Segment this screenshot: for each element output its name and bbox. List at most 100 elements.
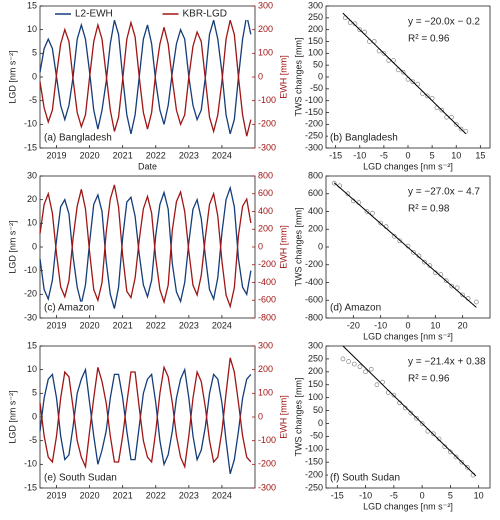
y-tick-label: 800: [308, 170, 323, 180]
y-tick-label: -50: [310, 431, 323, 441]
y-tick-label: -600: [305, 295, 323, 305]
y-tick-label: -50: [310, 83, 323, 93]
y2-axis-label: EWH [mm]: [278, 225, 288, 269]
y2-tick-label: -200: [258, 459, 276, 469]
scatter-point: [442, 444, 448, 450]
x-tick-label: 2021: [113, 150, 133, 160]
y-tick-label: 10: [27, 24, 37, 34]
y-tick-label: 0: [32, 241, 37, 251]
x-tick-label: 10: [430, 320, 440, 330]
scatter-point: [351, 361, 357, 367]
panel-label: (e) South Sudan: [44, 473, 117, 484]
y-tick-label: 300: [308, 340, 323, 350]
y-tick-label: -15: [24, 142, 37, 152]
y-tick-label: -200: [305, 259, 323, 269]
y-tick-label: 30: [27, 170, 37, 180]
scatter-point: [454, 285, 460, 291]
x-axis-label: LGD changes [nm s⁻²]: [363, 501, 453, 511]
y2-tick-label: 800: [258, 170, 273, 180]
y-tick-label: -250: [305, 131, 323, 141]
x-tick-label: 2022: [146, 320, 166, 330]
x-tick-label: 0: [420, 490, 425, 500]
scatter-point: [374, 382, 380, 388]
y-tick-label: 10: [27, 364, 37, 374]
x-tick-label: -5: [380, 150, 388, 160]
x-tick-label: 5: [430, 150, 435, 160]
scatter-point: [443, 278, 449, 284]
scatter-point: [391, 392, 397, 398]
x-tick-label: -15: [331, 490, 344, 500]
panel-label: (c) Amazon: [44, 303, 95, 314]
scatter-point: [397, 238, 403, 244]
fit-line: [333, 182, 477, 308]
y2-tick-label: -600: [258, 295, 276, 305]
y2-tick-label: 600: [258, 188, 273, 198]
scatter-point: [363, 369, 368, 375]
x-tick-label: -5: [390, 490, 398, 500]
scatter-point: [431, 431, 436, 437]
y2-tick-label: 200: [258, 224, 273, 234]
x-tick-label: 2024: [212, 320, 232, 330]
y-tick-label: 200: [308, 366, 323, 376]
y2-tick-label: 400: [258, 206, 273, 216]
annotation: y = −20.0x − 0.2: [408, 17, 480, 28]
y2-tick-label: 0: [258, 411, 263, 421]
x-tick-label: -10: [353, 150, 366, 160]
scatter-point: [436, 436, 442, 442]
x-tick-label: 2022: [146, 490, 166, 500]
y-tick-label: -10: [24, 265, 37, 275]
label-bg: [328, 131, 400, 145]
y-tick-label: 600: [308, 188, 323, 198]
scatter-point: [345, 191, 351, 197]
x-tick-label: 2022: [146, 150, 166, 160]
x-tick-label: 20: [458, 320, 468, 330]
y-tick-label: 150: [308, 36, 323, 46]
x-tick-label: 10: [451, 150, 461, 160]
series-line: [39, 357, 252, 470]
scatter-point: [427, 263, 433, 268]
y2-tick-label: 100: [258, 388, 273, 398]
x-tick-label: 2020: [80, 150, 100, 160]
scatter-point: [449, 283, 455, 289]
x-tick-label: 2021: [113, 490, 133, 500]
label-bg: [42, 471, 119, 485]
scatter-point: [439, 107, 445, 113]
y-tick-label: 0: [318, 241, 323, 251]
y-tick-label: 5: [32, 48, 37, 58]
y-axis-label: LGD [nm s⁻²]: [7, 390, 17, 443]
y-tick-label: -300: [305, 142, 323, 152]
annotation: y = −21.4x + 0.38: [408, 357, 486, 368]
annotation: R² = 0.96: [408, 34, 450, 45]
series-line: [39, 184, 252, 309]
y2-tick-label: 0: [258, 71, 263, 81]
y2-tick-label: 0: [258, 241, 263, 251]
y-tick-label: 200: [308, 24, 323, 34]
y-tick-label: -400: [305, 277, 323, 287]
panel-label: (f) South Sudan: [330, 473, 400, 484]
scatter-point: [340, 356, 346, 362]
scatter-point: [424, 93, 430, 99]
x-tick-label: 2023: [179, 150, 199, 160]
x-tick-label: 0: [405, 150, 410, 160]
series-line: [39, 15, 252, 134]
scatter-point: [458, 126, 464, 132]
legend-box: [42, 7, 253, 20]
scatter-point: [352, 21, 358, 27]
x-axis-label: LGD changes [nm s⁻²]: [363, 331, 453, 341]
y-tick-label: 0: [318, 418, 323, 428]
scatter-point: [459, 459, 465, 465]
y-tick-label: 400: [308, 206, 323, 216]
y2-tick-label: 100: [258, 48, 273, 58]
scatter-point: [422, 259, 427, 265]
y-tick-label: 150: [308, 379, 323, 389]
y-tick-label: 300: [308, 0, 323, 10]
x-tick-label: 2023: [179, 320, 199, 330]
scatter-point: [411, 249, 416, 255]
y-tick-label: -200: [305, 469, 323, 479]
y-tick-label: -5: [29, 95, 37, 105]
y-tick-label: -200: [305, 119, 323, 129]
y2-tick-label: -200: [258, 259, 276, 269]
x-axis-label: LGD changes [nm s⁻²]: [363, 161, 453, 171]
panel-label: (d) Amazon: [330, 303, 381, 314]
